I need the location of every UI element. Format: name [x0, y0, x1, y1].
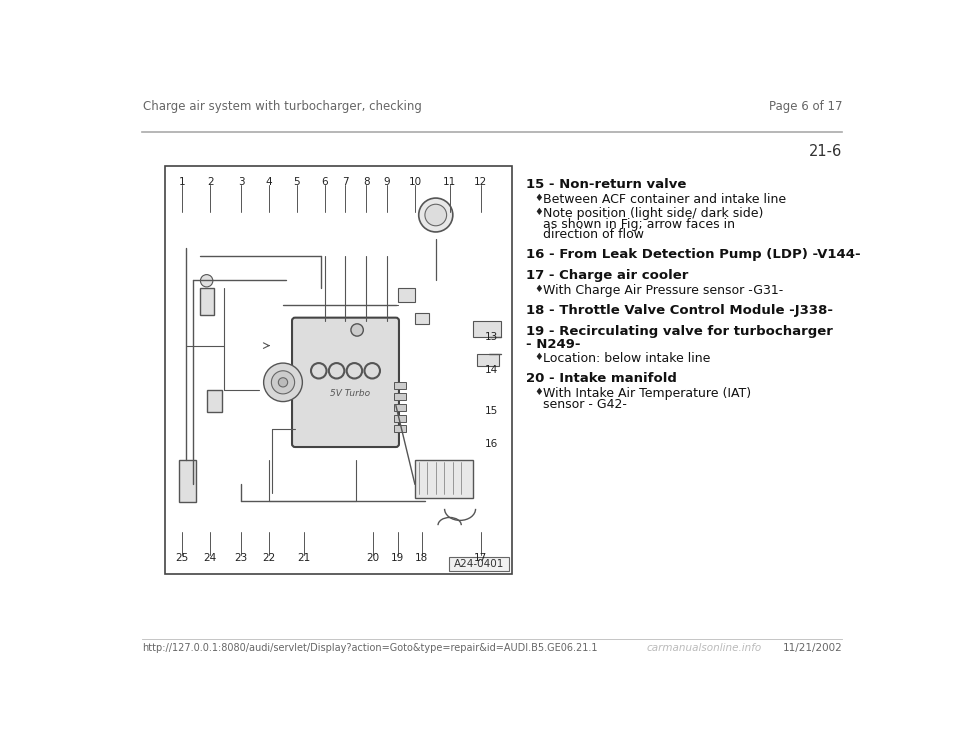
Bar: [395, 415, 406, 421]
Text: 15: 15: [485, 406, 498, 416]
Text: Location: below intake line: Location: below intake line: [543, 352, 710, 365]
Text: 24: 24: [204, 554, 217, 563]
Bar: [206, 390, 222, 412]
Text: 12: 12: [474, 177, 488, 187]
Text: ♦: ♦: [534, 193, 542, 203]
Circle shape: [365, 363, 380, 378]
Text: 2: 2: [206, 177, 213, 187]
Circle shape: [425, 204, 446, 226]
FancyBboxPatch shape: [292, 318, 399, 447]
Text: 11/21/2002: 11/21/2002: [782, 643, 842, 654]
Bar: [395, 425, 406, 433]
Bar: [448, 557, 509, 571]
Text: 18 - Throttle Valve Control Module -J338-: 18 - Throttle Valve Control Module -J338…: [526, 304, 833, 317]
Text: 5: 5: [294, 177, 300, 187]
Bar: [165, 166, 512, 574]
Bar: [179, 460, 196, 502]
Text: 20: 20: [367, 554, 380, 563]
Circle shape: [347, 363, 362, 378]
Text: 8: 8: [363, 177, 370, 187]
Text: 7: 7: [342, 177, 348, 187]
Circle shape: [272, 371, 295, 394]
Text: 19 - Recirculating valve for turbocharger: 19 - Recirculating valve for turbocharge…: [526, 325, 833, 338]
Text: 5V Turbo: 5V Turbo: [330, 390, 371, 398]
Text: 21: 21: [298, 554, 310, 563]
Bar: [415, 313, 429, 324]
Text: Page 6 of 17: Page 6 of 17: [769, 100, 842, 113]
Text: - N249-: - N249-: [526, 338, 581, 351]
Text: ♦: ♦: [534, 352, 542, 362]
Text: 17: 17: [474, 554, 488, 563]
Bar: [200, 289, 214, 315]
Text: 21-6: 21-6: [809, 145, 842, 160]
Circle shape: [201, 275, 213, 287]
Bar: [395, 404, 406, 411]
Circle shape: [311, 363, 326, 378]
Text: 20 - Intake manifold: 20 - Intake manifold: [526, 372, 677, 385]
Bar: [473, 321, 500, 337]
Text: 25: 25: [176, 554, 189, 563]
Bar: [397, 289, 415, 302]
Text: 19: 19: [391, 554, 404, 563]
Text: 6: 6: [322, 177, 328, 187]
Text: Between ACF container and intake line: Between ACF container and intake line: [543, 193, 786, 206]
Text: A24-0401: A24-0401: [454, 559, 504, 569]
Circle shape: [264, 363, 302, 401]
Text: Charge air system with turbocharger, checking: Charge air system with turbocharger, che…: [143, 100, 422, 113]
Bar: [477, 354, 499, 366]
Text: 13: 13: [485, 332, 498, 343]
Text: ♦: ♦: [534, 207, 542, 217]
Text: direction of flow: direction of flow: [543, 229, 644, 241]
Text: 15 - Non-return valve: 15 - Non-return valve: [526, 178, 686, 191]
Text: as shown in Fig; arrow faces in: as shown in Fig; arrow faces in: [543, 217, 735, 231]
Circle shape: [329, 363, 345, 378]
Text: 3: 3: [238, 177, 245, 187]
Text: sensor - G42-: sensor - G42-: [543, 398, 627, 411]
Text: With Charge Air Pressure sensor -G31-: With Charge Air Pressure sensor -G31-: [543, 284, 783, 297]
Text: 23: 23: [234, 554, 248, 563]
Text: ♦: ♦: [534, 387, 542, 397]
Text: Note position (light side/ dark side): Note position (light side/ dark side): [543, 207, 763, 220]
Text: 16 - From Leak Detection Pump (LDP) -V144-: 16 - From Leak Detection Pump (LDP) -V14…: [526, 249, 861, 261]
Bar: [395, 393, 406, 400]
Text: 10: 10: [408, 177, 421, 187]
Circle shape: [351, 324, 363, 336]
Text: With Intake Air Temperature (IAT): With Intake Air Temperature (IAT): [543, 387, 752, 400]
Text: http://127.0.0.1:8080/audi/servlet/Display?action=Goto&type=repair&id=AUDI.B5.GE: http://127.0.0.1:8080/audi/servlet/Displ…: [142, 643, 597, 654]
Text: carmanualsonline.info: carmanualsonline.info: [647, 643, 762, 654]
Text: 22: 22: [262, 554, 276, 563]
Circle shape: [419, 198, 453, 232]
Text: ♦: ♦: [534, 284, 542, 294]
Text: 4: 4: [266, 177, 273, 187]
Bar: [395, 382, 406, 390]
Text: 16: 16: [485, 439, 498, 449]
Text: 9: 9: [384, 177, 391, 187]
Text: 14: 14: [485, 365, 498, 375]
Text: 18: 18: [416, 554, 428, 563]
Text: 11: 11: [443, 177, 456, 187]
Circle shape: [278, 378, 288, 387]
Text: 1: 1: [179, 177, 185, 187]
Bar: [415, 460, 473, 499]
Text: 17 - Charge air cooler: 17 - Charge air cooler: [526, 269, 688, 282]
